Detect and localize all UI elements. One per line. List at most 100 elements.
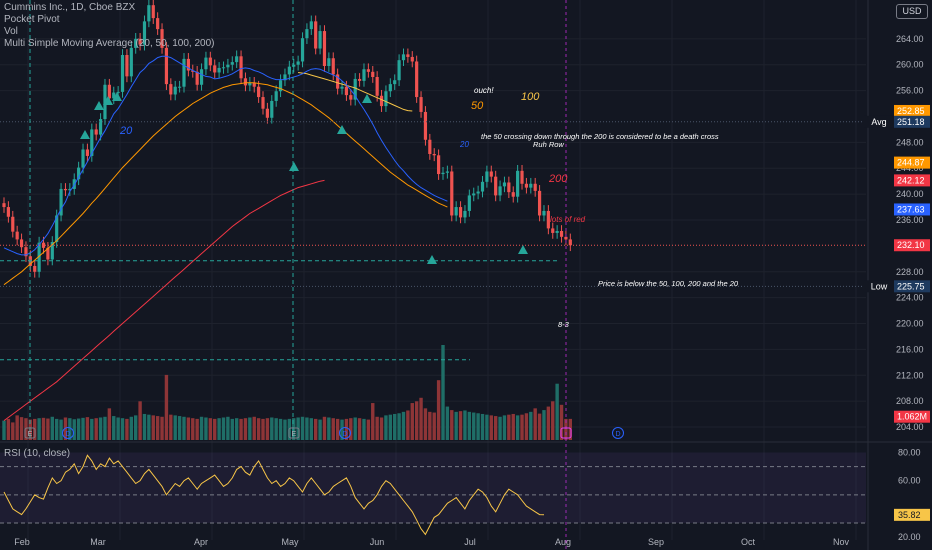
price-marker-value: 251.18 — [897, 117, 925, 127]
candle-body — [564, 236, 568, 240]
candle-body — [235, 56, 239, 63]
annotation-ma50-label: 50 — [471, 100, 484, 112]
candle-body — [191, 70, 195, 72]
candle-body — [441, 172, 445, 175]
time-axis-label: Aug — [555, 537, 571, 547]
candle-body — [94, 129, 98, 135]
volume-bar — [379, 417, 384, 440]
price-marker-value: 1.062M — [897, 412, 927, 422]
candle-body — [90, 129, 94, 156]
volume-bar — [283, 419, 287, 440]
ma200-line — [3, 179, 325, 422]
volume-bar — [54, 418, 59, 440]
volume-bar — [248, 417, 252, 440]
volume-bar — [498, 416, 502, 440]
candle-body — [292, 64, 296, 67]
time-axis-label: Sep — [648, 537, 664, 547]
candle-body — [489, 171, 493, 177]
volume-bar — [520, 414, 524, 440]
candle-body — [257, 86, 261, 98]
volume-bar — [208, 418, 213, 440]
volume-bar — [458, 411, 463, 440]
candle-body — [68, 188, 72, 191]
price-axis-label: 228.00 — [896, 267, 924, 277]
volume-bar — [19, 417, 24, 440]
volume-bar — [546, 406, 551, 440]
symbol-title[interactable]: Cummins Inc., 1D, Cboe BZX — [4, 2, 136, 13]
volume-bar — [226, 416, 230, 440]
price-marker-box — [894, 239, 930, 252]
annotation-lots-of-red: lots of red — [550, 215, 586, 224]
volume-bar — [555, 383, 559, 440]
price-marker-tag: Avg — [871, 117, 886, 127]
volume-bar — [393, 413, 397, 440]
price-marker-value: 225.75 — [897, 281, 925, 291]
rsi-legend[interactable]: RSI (10, close) — [4, 448, 71, 459]
volume-bar — [142, 413, 147, 440]
candle-body — [81, 149, 85, 168]
candle-body — [85, 149, 90, 156]
volume-bar — [533, 408, 537, 440]
annotation-ma200-label: 200 — [548, 173, 568, 185]
candle-body — [379, 95, 384, 107]
earnings-marker-label: E — [292, 431, 297, 438]
volume-bar — [292, 418, 296, 440]
candle-body — [156, 18, 160, 30]
candle-body — [410, 56, 414, 62]
pocket-pivot-marker — [103, 96, 113, 105]
candle-body — [142, 21, 147, 45]
indicator-pocket-pivot[interactable]: Pocket Pivot — [4, 14, 60, 25]
volume-bar — [568, 418, 573, 440]
candle-body — [393, 80, 397, 85]
volume-bar — [217, 418, 221, 440]
price-axis-label: 212.00 — [896, 370, 924, 380]
candle-body — [59, 188, 63, 216]
candle-body — [15, 231, 19, 240]
candle-body — [415, 61, 419, 98]
candle-body — [485, 171, 489, 182]
indicator-volume[interactable]: Vol — [4, 26, 18, 37]
candle-body — [555, 231, 559, 233]
candle-body — [138, 38, 142, 45]
annotation-ruh-row: Ruh Row — [533, 140, 564, 149]
candle-body — [129, 47, 133, 77]
rsi-axis-label: 20.00 — [898, 532, 921, 542]
time-axis-label: Mar — [90, 537, 106, 547]
rsi-axis-label: 80.00 — [898, 447, 921, 457]
volume-bar — [450, 410, 454, 440]
pocket-pivot-marker — [80, 130, 90, 139]
candle-body — [384, 91, 388, 107]
volume-bar — [463, 410, 467, 440]
volume-bar — [186, 417, 191, 440]
candle-body — [432, 154, 436, 156]
candle-body — [454, 207, 458, 216]
candle-body — [537, 190, 542, 216]
volume-bar — [213, 418, 217, 440]
volume-bar — [384, 415, 388, 440]
candle-body — [248, 82, 252, 86]
price-axis-label: 236.00 — [896, 215, 924, 225]
volume-bar — [59, 419, 63, 440]
volume-bar — [94, 418, 98, 440]
earnings-marker — [288, 427, 300, 439]
candle-body — [472, 193, 476, 196]
volume-bar — [199, 416, 204, 440]
volume-bar — [309, 418, 313, 440]
currency-button[interactable]: USD — [896, 4, 928, 19]
indicator-moving-averages[interactable]: Multi Simple Moving Average (20, 50, 100… — [4, 38, 215, 49]
volume-bar — [173, 415, 177, 440]
rsi-marker-box — [894, 508, 930, 521]
volume-bar — [50, 416, 54, 440]
candle-body — [221, 67, 226, 69]
candle-body — [322, 31, 327, 66]
volume-bar — [2, 420, 6, 440]
volume-bar — [419, 397, 423, 440]
volume-bar — [6, 418, 11, 440]
volume-bar — [243, 418, 248, 440]
volume-bar — [485, 414, 489, 440]
candle-body — [274, 91, 278, 101]
volume-bar — [322, 416, 327, 440]
candle-body — [2, 203, 6, 208]
